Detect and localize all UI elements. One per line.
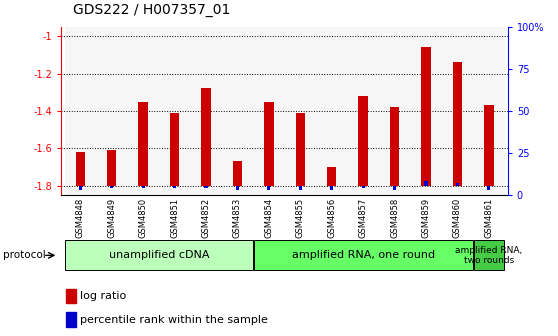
Bar bbox=[65, 27, 96, 195]
Text: log ratio: log ratio bbox=[80, 291, 126, 301]
Bar bbox=[110, 185, 113, 188]
Bar bbox=[484, 105, 494, 185]
Bar bbox=[170, 113, 179, 185]
Bar bbox=[267, 185, 271, 190]
Bar bbox=[204, 185, 208, 188]
Bar bbox=[474, 240, 504, 270]
Bar bbox=[330, 185, 333, 190]
Bar bbox=[362, 185, 365, 188]
Bar bbox=[138, 101, 148, 185]
Bar bbox=[236, 185, 239, 190]
Bar bbox=[107, 150, 117, 185]
Bar bbox=[254, 240, 473, 270]
Bar bbox=[393, 185, 396, 190]
Bar bbox=[453, 62, 462, 185]
Bar bbox=[75, 152, 85, 185]
Bar bbox=[379, 27, 410, 195]
Bar bbox=[201, 88, 211, 185]
Bar bbox=[296, 113, 305, 185]
Bar bbox=[390, 107, 400, 185]
Bar bbox=[253, 27, 285, 195]
Bar bbox=[410, 27, 442, 195]
Text: percentile rank within the sample: percentile rank within the sample bbox=[80, 314, 268, 325]
Bar bbox=[65, 240, 253, 270]
Bar bbox=[66, 312, 76, 327]
Bar bbox=[348, 27, 379, 195]
Bar bbox=[79, 185, 82, 190]
Bar bbox=[142, 185, 145, 188]
Bar bbox=[456, 183, 459, 185]
Text: GDS222 / H007357_01: GDS222 / H007357_01 bbox=[73, 3, 230, 17]
Text: amplified RNA, one round: amplified RNA, one round bbox=[292, 250, 435, 260]
Text: protocol: protocol bbox=[3, 250, 46, 260]
Bar bbox=[487, 185, 490, 190]
Bar bbox=[233, 161, 242, 185]
Bar bbox=[442, 27, 473, 195]
Text: amplified RNA,
two rounds: amplified RNA, two rounds bbox=[455, 246, 522, 265]
Bar bbox=[299, 185, 302, 190]
Bar bbox=[159, 27, 190, 195]
Bar bbox=[96, 27, 127, 195]
Bar bbox=[264, 101, 273, 185]
Bar bbox=[473, 27, 504, 195]
Bar bbox=[425, 181, 427, 185]
Bar bbox=[222, 27, 253, 195]
Text: unamplified cDNA: unamplified cDNA bbox=[109, 250, 209, 260]
Bar bbox=[316, 27, 348, 195]
Bar bbox=[358, 96, 368, 185]
Bar bbox=[190, 27, 222, 195]
Bar bbox=[173, 185, 176, 188]
Bar bbox=[421, 47, 431, 185]
Bar bbox=[66, 289, 76, 303]
Bar bbox=[327, 167, 336, 185]
Bar bbox=[285, 27, 316, 195]
Bar bbox=[127, 27, 159, 195]
